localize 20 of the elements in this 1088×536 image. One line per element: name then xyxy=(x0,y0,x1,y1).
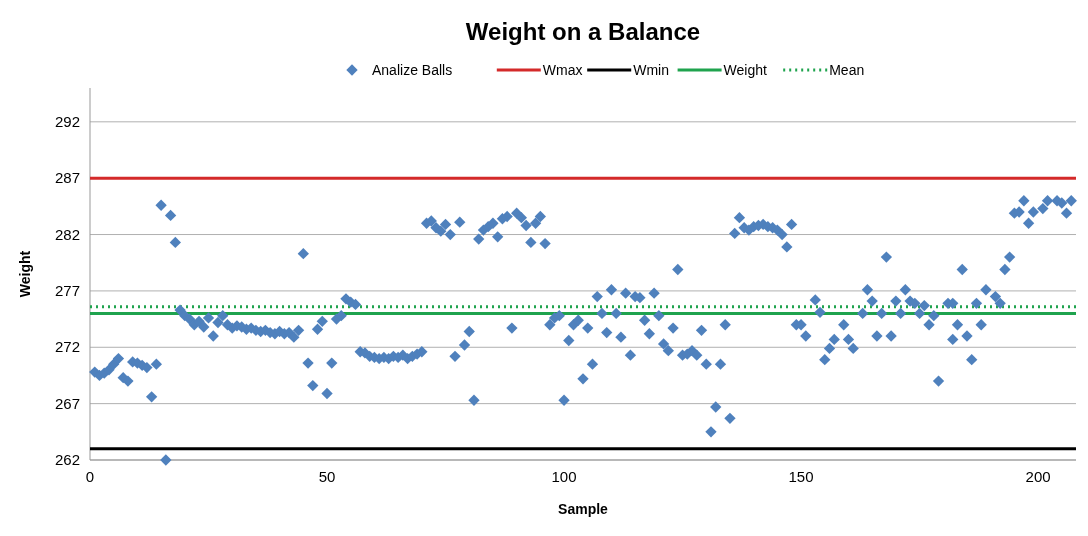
x-tick-label: 50 xyxy=(318,468,336,485)
y-tick-label: 267 xyxy=(54,394,80,412)
x-axis-title: Sample xyxy=(558,501,609,517)
chart-title: Weight on a Balance xyxy=(465,18,701,45)
y-tick-label: 277 xyxy=(54,281,80,299)
x-tick-label: 150 xyxy=(788,468,814,485)
x-tick-label: 100 xyxy=(551,468,577,485)
y-tick-label: 287 xyxy=(54,169,80,187)
legend-label: Analize Balls xyxy=(372,62,453,78)
y-tick-label: 272 xyxy=(54,338,80,356)
y-axis-title: Weight xyxy=(17,250,33,298)
y-tick-label: 292 xyxy=(54,112,80,130)
y-tick-label: 282 xyxy=(54,225,80,243)
legend-label: Wmax xyxy=(542,62,583,78)
x-tick-label: 200 xyxy=(1025,468,1051,485)
y-tick-label: 262 xyxy=(54,451,80,468)
legend-label: Mean xyxy=(829,62,865,78)
legend-label: Wmin xyxy=(633,62,669,78)
x-tick-label: 0 xyxy=(85,468,95,485)
legend-label: Weight xyxy=(723,62,768,78)
